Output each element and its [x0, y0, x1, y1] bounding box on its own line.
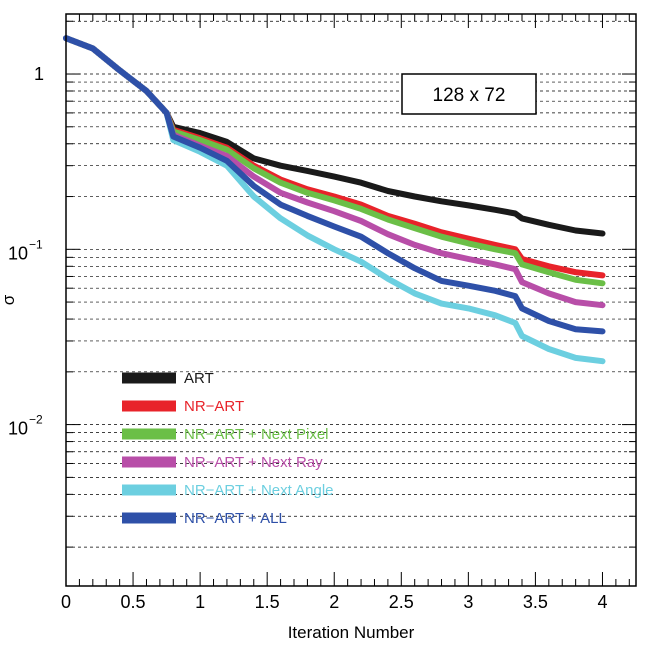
x-tick-label: 2: [329, 592, 339, 612]
legend-label: NR−ART: [184, 398, 244, 415]
legend-label: NR−ART + Next Angle: [184, 482, 334, 499]
x-axis-title: Iteration Number: [288, 623, 415, 642]
y-tick-label: 1: [34, 64, 44, 84]
y-tick-label: 10 −2: [8, 413, 43, 439]
legend-label: NR−ART + ALL: [184, 510, 287, 527]
y-tick-label-base: 10: [8, 419, 28, 439]
y-tick-label-exponent: −2: [29, 413, 43, 427]
legend-label: ART: [184, 370, 214, 387]
x-tick-label: 3.5: [523, 592, 548, 612]
y-tick-label: 10 −1: [8, 237, 43, 263]
grid: [66, 20, 636, 548]
x-tick-label: 1: [195, 592, 205, 612]
legend: ART NR−ART NR−ART + Next Pixel NR−ART + Nex…: [122, 370, 334, 527]
x-tick-label: 1.5: [255, 592, 280, 612]
x-tick-label: 3: [463, 592, 473, 612]
plot-frame: [65, 13, 637, 587]
y-tick-labels: 110−110−2: [8, 64, 44, 439]
series-line-0: [63, 35, 606, 237]
axis-ticks: [65, 14, 636, 586]
y-tick-label-exponent: −1: [29, 237, 43, 251]
annotation-text: 128 x 72: [433, 85, 506, 106]
x-tick-label: 4: [597, 592, 607, 612]
legend-label: NR−ART + Next Pixel: [184, 426, 329, 443]
series-lines: [63, 35, 606, 365]
series-line-5: [63, 35, 606, 335]
x-tick-label: 0.5: [121, 592, 146, 612]
y-tick-label-base: 10: [8, 243, 28, 263]
legend-label: NR−ART + Next Ray: [184, 454, 323, 471]
x-tick-label: 2.5: [389, 592, 414, 612]
annotation-box: 128 x 72: [401, 73, 537, 115]
x-tick-labels: 0 0.5 1 1.5 2 2.5 3 3.5 4: [61, 592, 607, 612]
y-axis-title: σ: [0, 294, 18, 305]
x-tick-label: 0: [61, 592, 71, 612]
